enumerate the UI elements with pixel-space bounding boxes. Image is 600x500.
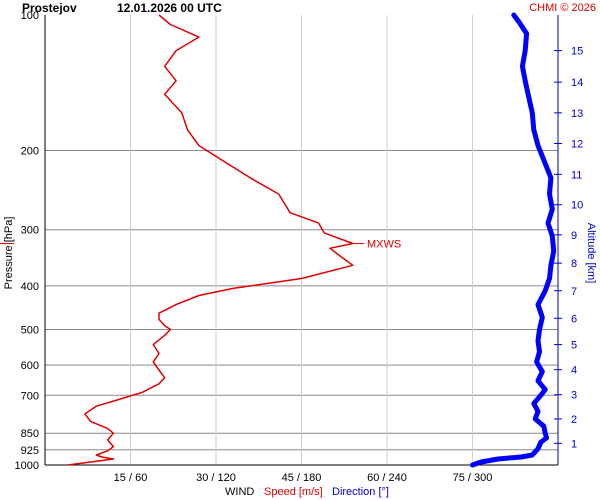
altitude-tick-label: 12 bbox=[571, 139, 583, 151]
pressure-tick-label: 400 bbox=[21, 281, 39, 293]
pressure-tick-label: 200 bbox=[21, 145, 39, 157]
sounding-datetime: 12.01.2026 00 UTC bbox=[117, 1, 222, 15]
speed-axis-label: Speed [m/s] bbox=[264, 486, 323, 498]
max-wind-label: MXWS bbox=[367, 239, 401, 251]
credit-label: CHMI © 2026 bbox=[529, 2, 596, 14]
altitude-tick-label: 11 bbox=[571, 169, 582, 181]
wind-tick-label: 45 / 180 bbox=[282, 472, 322, 484]
altitude-tick-label: 7 bbox=[571, 286, 577, 298]
altitude-tick-label: 14 bbox=[571, 77, 583, 89]
speed-series-line bbox=[67, 14, 354, 466]
altitude-tick-label: 2 bbox=[571, 414, 577, 426]
altitude-axis-label: Altitude [km] bbox=[585, 223, 597, 284]
pressure-tick-label: 600 bbox=[21, 360, 39, 372]
wind-series bbox=[67, 12, 557, 468]
altitude-tick-label: 13 bbox=[571, 108, 583, 120]
pressure-tick-label: 700 bbox=[21, 390, 39, 402]
altitude-tick-label: 6 bbox=[571, 313, 577, 325]
altitude-tick-label: 1 bbox=[571, 438, 577, 450]
altitude-tick-label: 3 bbox=[571, 390, 577, 402]
wind-tick-label: 15 / 60 bbox=[114, 472, 148, 484]
altitude-tick-label: 10 bbox=[571, 200, 583, 212]
direction-axis-label: Direction [°] bbox=[332, 486, 389, 498]
wind-tick-label: 75 / 300 bbox=[453, 472, 493, 484]
pressure-tick-label: 850 bbox=[21, 428, 39, 440]
altitude-tick-label: 9 bbox=[571, 230, 577, 242]
altitude-tick-label: 5 bbox=[571, 340, 577, 352]
wind-tick-label: 60 / 240 bbox=[367, 472, 407, 484]
pressure-tick-labels: 100 200 300 400 500 600 700 850 925 1000 bbox=[15, 10, 39, 472]
max-wind-marker: MXWS bbox=[0, 239, 401, 251]
station-name: Prostejov bbox=[22, 1, 77, 15]
pressure-tick-label: 100 bbox=[21, 10, 39, 22]
wind-tick-labels: 15 / 60 30 / 120 45 / 180 60 / 240 75 / 300 bbox=[114, 472, 493, 484]
pressure-tick-label: 500 bbox=[21, 325, 39, 337]
pressure-tick-label: 925 bbox=[21, 445, 39, 457]
altitude-tick-label: 4 bbox=[571, 365, 577, 377]
direction-series-line bbox=[470, 12, 557, 468]
wind-tick-label: 30 / 120 bbox=[196, 472, 236, 484]
x-axis-title: WIND bbox=[225, 486, 254, 498]
altitude-tick-label: 15 bbox=[571, 46, 583, 58]
pressure-axis-label: Pressure [hPa] bbox=[3, 217, 15, 290]
pressure-tick-label: 1000 bbox=[15, 460, 39, 472]
grid-lines bbox=[45, 15, 558, 465]
altitude-tick-label: 8 bbox=[571, 258, 577, 270]
pressure-tick-label: 300 bbox=[21, 225, 39, 237]
